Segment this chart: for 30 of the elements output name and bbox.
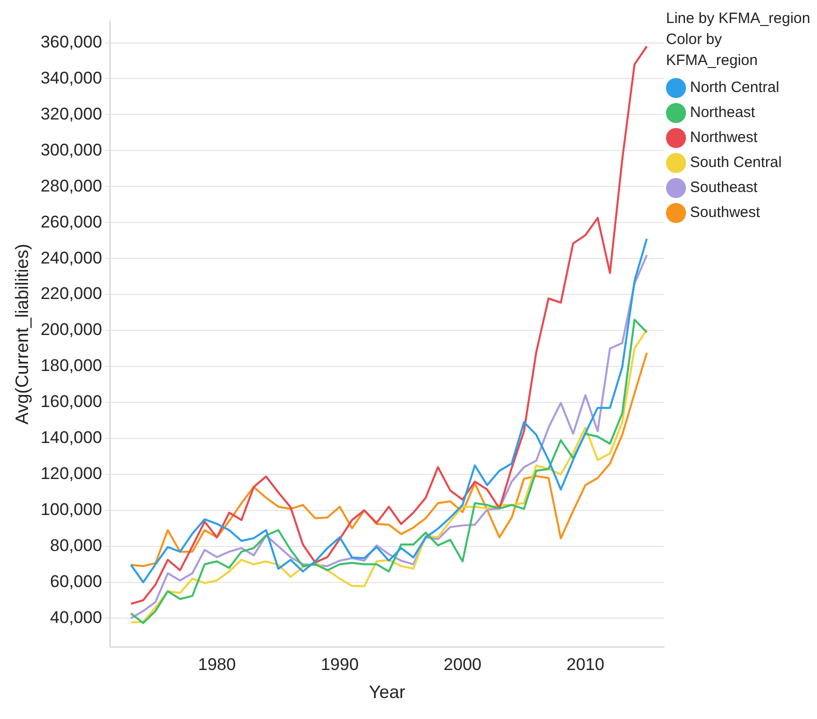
y-tick-label: 360,000 [40,32,102,52]
y-tick-label: 240,000 [40,248,102,268]
x-axis-title: Year [368,682,406,702]
y-tick-label: 180,000 [40,356,102,376]
y-tick-label: 80,000 [50,536,102,555]
y-axis-title: Avg(Current_liabilities) [12,244,32,424]
y-tick-label: 300,000 [40,140,102,160]
y-tick-label: 40,000 [50,608,102,627]
y-tick-label: 320,000 [40,104,102,124]
y-tick-label: 120,000 [40,464,102,484]
legend-label: North Central [690,79,780,96]
legend-label: Southeast [690,179,758,196]
legend-title: Line by KFMA_region Color by KFMA_region [666,9,812,71]
y-tick-label: 60,000 [50,572,102,591]
y-tick-label: 140,000 [40,428,102,448]
x-tick-label: 2000 [444,654,482,674]
x-tick-label: 1990 [320,654,359,674]
y-tick-label: 220,000 [40,284,102,304]
legend-label: Southwest [690,204,760,221]
y-tick-label: 200,000 [40,320,102,340]
legend-label: Northwest [690,129,758,146]
legend-label: Northeast [690,104,756,121]
x-tick-label: 1980 [198,654,236,674]
legend-label: South Central [690,154,782,171]
y-tick-label: 100,000 [40,500,102,520]
y-tick-label: 260,000 [40,212,102,232]
y-tick-label: 340,000 [40,68,102,88]
y-tick-label: 280,000 [40,176,102,196]
x-tick-label: 2010 [566,654,604,674]
y-tick-label: 160,000 [40,392,102,412]
